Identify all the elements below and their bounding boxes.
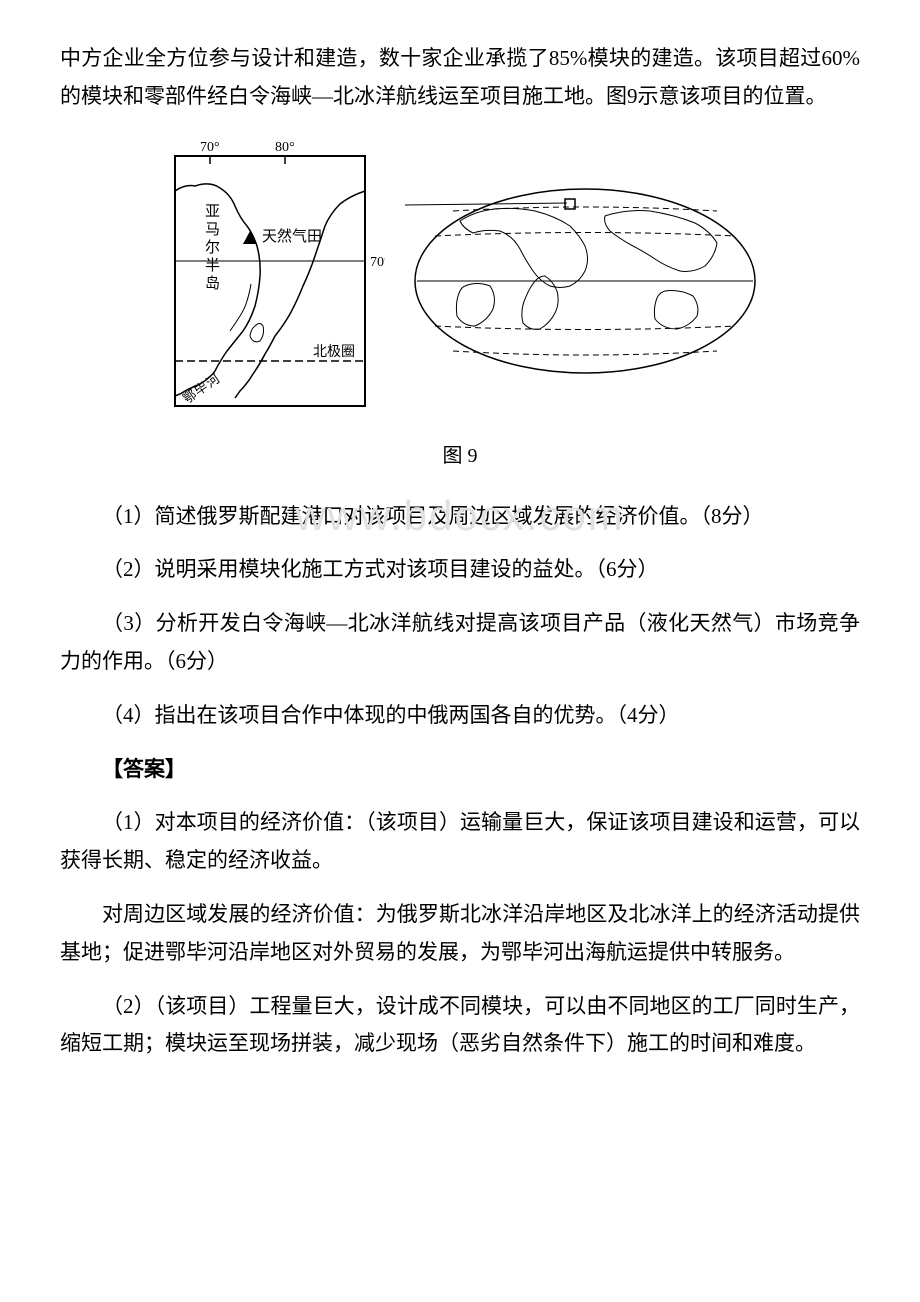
right-map: [405, 181, 765, 386]
answer-2: （2）（该项目）工程量巨大，设计成不同模块，可以由不同地区的工厂同时生产，缩短工…: [60, 988, 860, 1064]
question-2: （2）说明采用模块化施工方式对该项目建设的益处。（6分）: [60, 551, 860, 589]
left-map: 70° 80° 70° 亚 马 尔 半: [155, 136, 385, 431]
arctic-circle-label: 北极圈: [313, 344, 355, 360]
yamal-peninsula-map: 70° 80° 70° 亚 马 尔 半: [155, 136, 385, 426]
answer-heading-text: 【答案】: [102, 757, 186, 781]
answer-1-part2: 对周边区域发展的经济价值：为俄罗斯北冰洋沿岸地区及北冰洋上的经济活动提供基地；促…: [60, 896, 860, 972]
figure-caption: 图 9: [60, 439, 860, 468]
figure-container: 70° 80° 70° 亚 马 尔 半: [60, 136, 860, 468]
latitude-70-label: 70°: [370, 255, 385, 270]
world-map: [405, 181, 765, 381]
gas-field-label: 天然气田: [262, 228, 322, 245]
longitude-70-label: 70°: [200, 140, 220, 155]
question-1: （1）简述俄罗斯配建港口对该项目及周边区域发展的经济价值。（8分）: [60, 498, 860, 536]
intro-paragraph: 中方企业全方位参与设计和建造，数十家企业承揽了85%模块的建造。该项目超过60%…: [60, 40, 860, 116]
question-3: （3）分析开发白令海峡—北冰洋航线对提高该项目产品（液化天然气）市场竞争力的作用…: [60, 605, 860, 681]
answer-heading: 【答案】: [60, 751, 860, 789]
question-4: （4）指出在该项目合作中体现的中俄两国各自的优势。（4分）: [60, 697, 860, 735]
longitude-80-label: 80°: [275, 140, 295, 155]
answer-1-part1: （1）对本项目的经济价值：（该项目）运输量巨大，保证该项目建设和运营，可以获得长…: [60, 804, 860, 880]
